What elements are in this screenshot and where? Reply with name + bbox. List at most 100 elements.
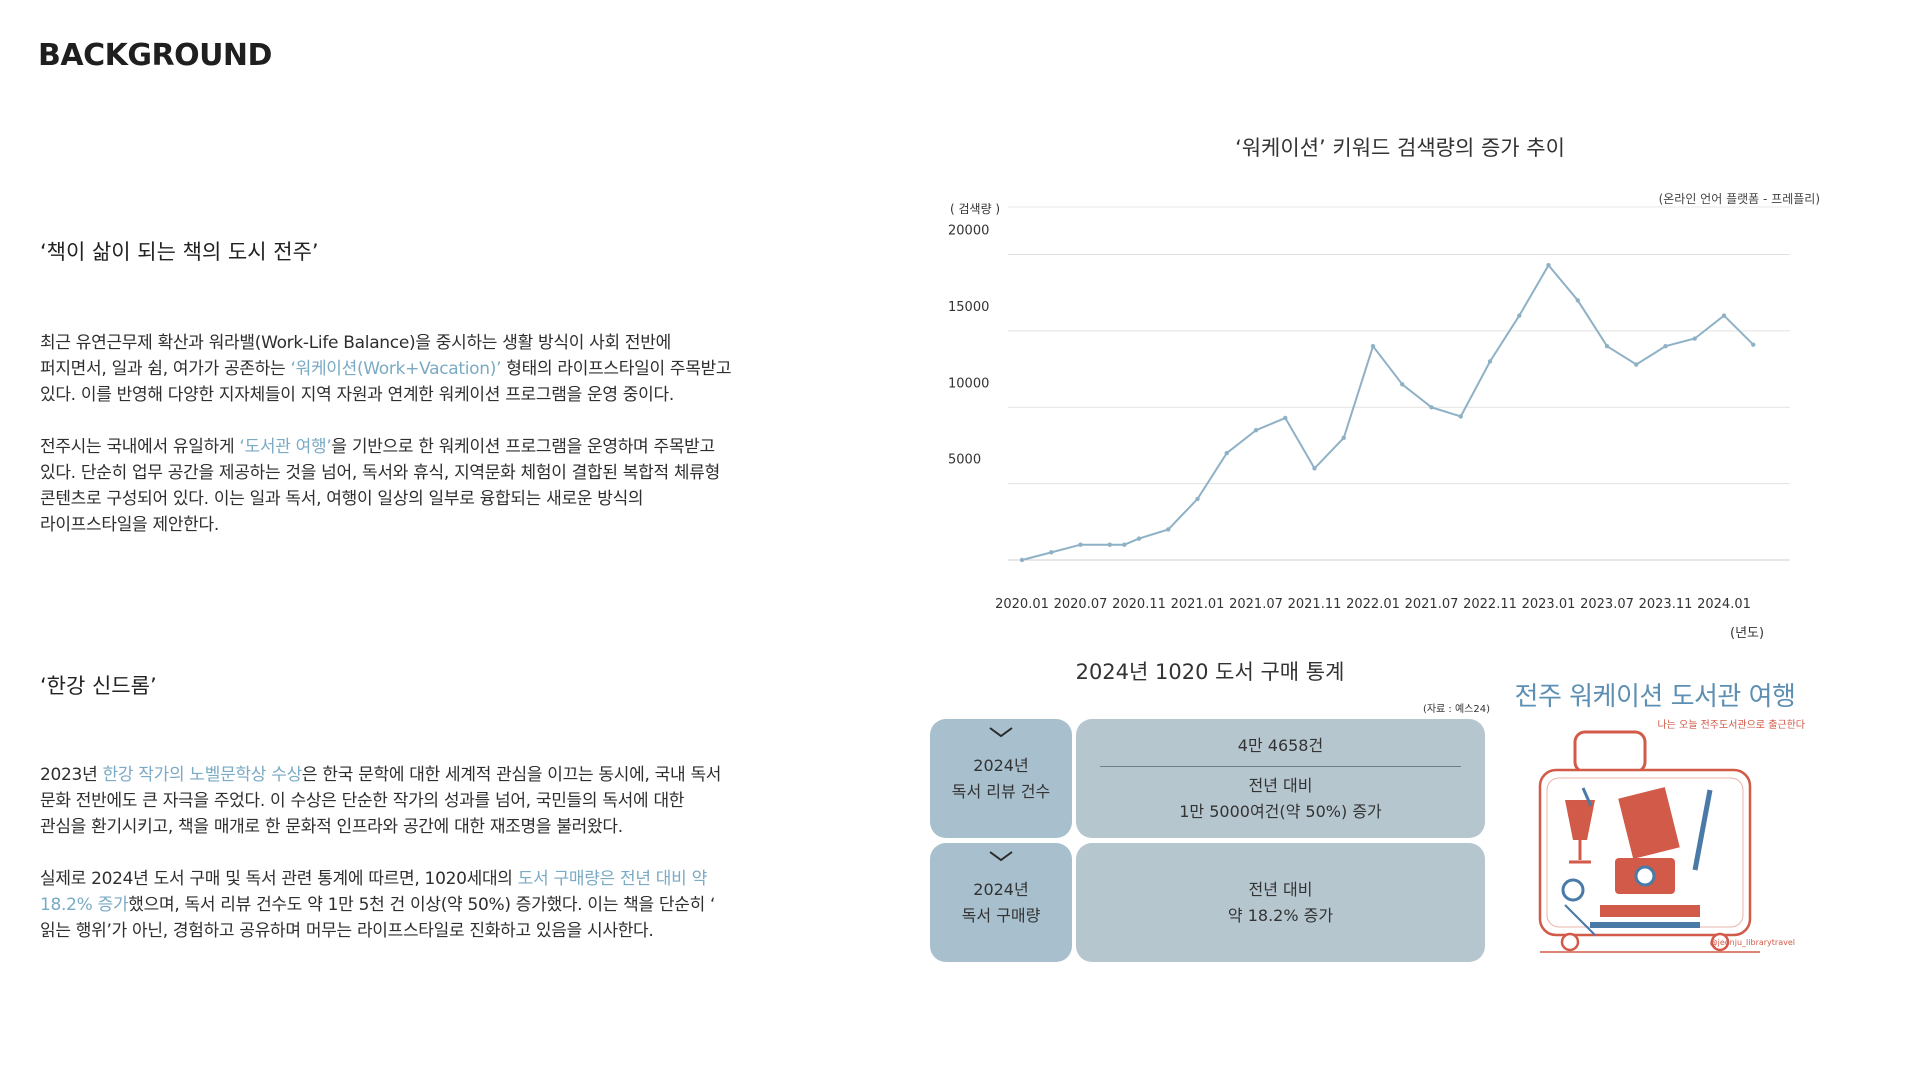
x-tick-label: 2022.11: [1463, 597, 1517, 612]
text-line: 전주시는 국내에서 유일하게 ‘도서관 여행’을 기반으로 한 워케이션 프로그…: [40, 434, 820, 460]
section-heading-hangang: ‘한강 신드롬’: [40, 674, 157, 698]
data-point: [1166, 527, 1171, 532]
data-point: [1253, 427, 1259, 433]
x-tick-label: 2021.07: [1405, 597, 1459, 612]
y-tick-label: 20000: [948, 224, 989, 239]
x-tick-label: 2023.01: [1522, 597, 1576, 612]
stats-source: (자료 : 예스24): [1422, 704, 1490, 715]
stat-line-2: 약 18.2% 증가: [1227, 906, 1334, 925]
poster-subtitle: 나는 오늘 전주도서관으로 출근한다: [1657, 720, 1805, 731]
data-point: [1604, 343, 1610, 349]
chevron-down-icon: [989, 851, 1013, 862]
stat-row-purchases: 2024년 독서 구매량 전년 대비 약 18.2% 증가: [930, 843, 1485, 962]
highlight-workation: ‘워케이션(Work+Vacation)’: [290, 359, 502, 379]
x-tick-label: 2020.07: [1054, 597, 1108, 612]
text-span: 형태의 라이프스타일이 주목받고: [501, 359, 732, 379]
data-point: [1107, 542, 1112, 547]
data-point: [1487, 359, 1493, 364]
series-line: [1021, 263, 1755, 561]
stat-line-1: 전년 대비: [1248, 776, 1313, 795]
text-line: 18.2% 증가했으며, 독서 리뷰 건수도 약 1만 5천 건 이상(약 50…: [40, 892, 820, 918]
text-span: 은 한국 문학에 대한 세계적 관심을 이끄는 동시에, 국내 독서: [301, 765, 722, 785]
section-jeonju-paragraph-2: 전주시는 국내에서 유일하게 ‘도서관 여행’을 기반으로 한 워케이션 프로그…: [40, 434, 820, 538]
x-tick-label: 2021.07: [1229, 597, 1283, 612]
section-hangang-paragraph-1: 2023년 한강 작가의 노벨문학상 수상은 한국 문학에 대한 세계적 관심을…: [40, 762, 820, 840]
data-point: [1019, 557, 1025, 563]
search-volume-line-chart: 5000 10000 15000 20000 ( 검색량 ) 2020.01 2020.07…: [948, 202, 1790, 641]
data-point: [1195, 496, 1200, 502]
highlight-purchase: 도서 구매량은 전년 대비 약: [517, 869, 707, 889]
text-line: 최근 유연근무제 확산과 워라밸(Work-Life Balance)을 중시하…: [40, 333, 671, 353]
data-point: [1136, 536, 1142, 541]
stat-line-2: 1만 5000여건(약 50%) 증가: [1179, 802, 1382, 821]
text-line: 2023년 한강 작가의 노벨문학상 수상은 한국 문학에 대한 세계적 관심을…: [40, 762, 820, 788]
stat-label-year: 2024년: [973, 879, 1029, 899]
section-jeonju-paragraph-1: 최근 유연근무제 확산과 워라밸(Work-Life Balance)을 중시하…: [40, 330, 820, 408]
stat-label-name: 독서 리뷰 건수: [951, 781, 1051, 801]
text-span: 2023년: [40, 765, 103, 785]
text-line: 퍼지면서, 일과 쉼, 여가가 공존하는 ‘워케이션(Work+Vacation…: [40, 356, 820, 382]
text-span: 전주시는 국내에서 유일하게: [40, 437, 240, 457]
stat-label-reviews[interactable]: 2024년 독서 리뷰 건수: [930, 719, 1072, 838]
y-tick-label: 10000: [948, 376, 989, 391]
data-point: [1663, 343, 1668, 349]
stat-label-purchases[interactable]: 2024년 독서 구매량: [930, 843, 1072, 962]
y-axis-label: ( 검색량 ): [950, 202, 1000, 216]
divider: [1100, 766, 1461, 767]
stat-line-1: 전년 대비: [1248, 880, 1313, 899]
data-point: [1224, 450, 1229, 456]
x-axis-label: (년도): [1730, 626, 1764, 641]
data-point: [1341, 435, 1346, 441]
text-line: 라이프스타일을 제안한다.: [40, 515, 219, 535]
text-line: 관심을 환기시키고, 책을 매개로 한 문화적 인프라와 공간에 대한 재조명을…: [40, 817, 623, 837]
data-point: [1634, 362, 1639, 367]
data-point: [1429, 405, 1434, 410]
data-point: [1458, 414, 1463, 419]
data-point: [1721, 313, 1727, 318]
poster-handle: @jeonju_librarytravel: [1709, 938, 1795, 947]
text-line: 문화 전반에도 큰 자극을 주었다. 이 수상은 단순한 작가의 성과를 넘어,…: [40, 791, 685, 811]
stats-title: 2024년 1020 도서 구매 통계: [1075, 660, 1345, 684]
text-line: 실제로 2024년 도서 구매 및 독서 관련 통계에 따르면, 1020세대의…: [40, 866, 820, 892]
data-point: [1312, 466, 1317, 471]
stat-label-name: 독서 구매량: [961, 905, 1041, 925]
section-hangang-paragraph-2: 실제로 2024년 도서 구매 및 독서 관련 통계에 따르면, 1020세대의…: [40, 866, 820, 944]
data-point: [1575, 298, 1580, 303]
x-tick-label: 2023.11: [1639, 597, 1693, 612]
highlight-increase: 18.2% 증가: [40, 895, 129, 915]
stat-body-reviews: 4만 4658건 전년 대비 1만 5000여건(약 50%) 증가: [1076, 719, 1485, 838]
x-tick-label: 2021.11: [1288, 597, 1342, 612]
highlight-library-travel: ‘도서관 여행’: [239, 437, 332, 457]
data-point: [1370, 343, 1376, 349]
section-heading-jeonju: ‘책이 삶이 되는 책의 도시 전주’: [40, 240, 319, 264]
x-tick-label: 2024.01: [1697, 597, 1751, 612]
data-point: [1546, 263, 1551, 268]
data-point: [1049, 550, 1054, 555]
page-title: BACKGROUND: [38, 38, 272, 73]
text-line: 콘텐츠로 구성되어 있다. 이는 일과 독서, 여행이 일상의 일부로 융합되는…: [40, 489, 644, 509]
stat-label-year: 2024년: [973, 755, 1029, 775]
data-point: [1078, 542, 1083, 547]
x-tick-label: 2021.01: [1171, 597, 1225, 612]
x-tick-label: 2022.01: [1346, 597, 1400, 612]
highlight-nobel: 한강 작가의 노벨문학상 수상: [102, 765, 303, 785]
x-tick-label: 2020.11: [1112, 597, 1166, 612]
text-line: 있다. 이를 반영해 다양한 지자체들이 지역 자원과 연계한 워케이션 프로그…: [40, 385, 674, 405]
text-span: 퍼지면서, 일과 쉼, 여가가 공존하는: [40, 359, 291, 379]
poster-title: 전주 워케이션 도서관 여행: [1514, 682, 1796, 712]
x-tick-label: 2020.01: [995, 597, 1049, 612]
chart-title: ‘워케이션’ 키워드 검색량의 증가 추이: [1235, 136, 1565, 160]
suitcase-illustration-icon: [1538, 730, 1760, 953]
text-span: 했으며, 독서 리뷰 건수도 약 1만 5천 건 이상(약 50%) 증가했다.…: [128, 895, 716, 915]
data-point: [1283, 415, 1288, 421]
text-line: 읽는 행위’가 아닌, 경험하고 공유하며 머무는 라이프스타일로 진화하고 있…: [40, 921, 654, 941]
x-tick-label: 2023.07: [1580, 597, 1634, 612]
text-line: 있다. 단순히 업무 공간을 제공하는 것을 넘어, 독서와 휴식, 지역문화 …: [40, 463, 720, 483]
data-point: [1122, 542, 1127, 547]
library-travel-poster: 전주 워케이션 도서관 여행 나는 오늘 전주도서관으로 출근한다 @jeonj…: [1505, 676, 1805, 966]
stat-body-purchases: 전년 대비 약 18.2% 증가: [1076, 843, 1485, 962]
stat-total: 4만 4658건: [1237, 736, 1324, 755]
data-point: [1751, 342, 1756, 347]
y-tick-label: 5000: [948, 453, 981, 468]
text-span: 실제로 2024년 도서 구매 및 독서 관련 통계에 따르면, 1020세대의: [40, 869, 518, 889]
